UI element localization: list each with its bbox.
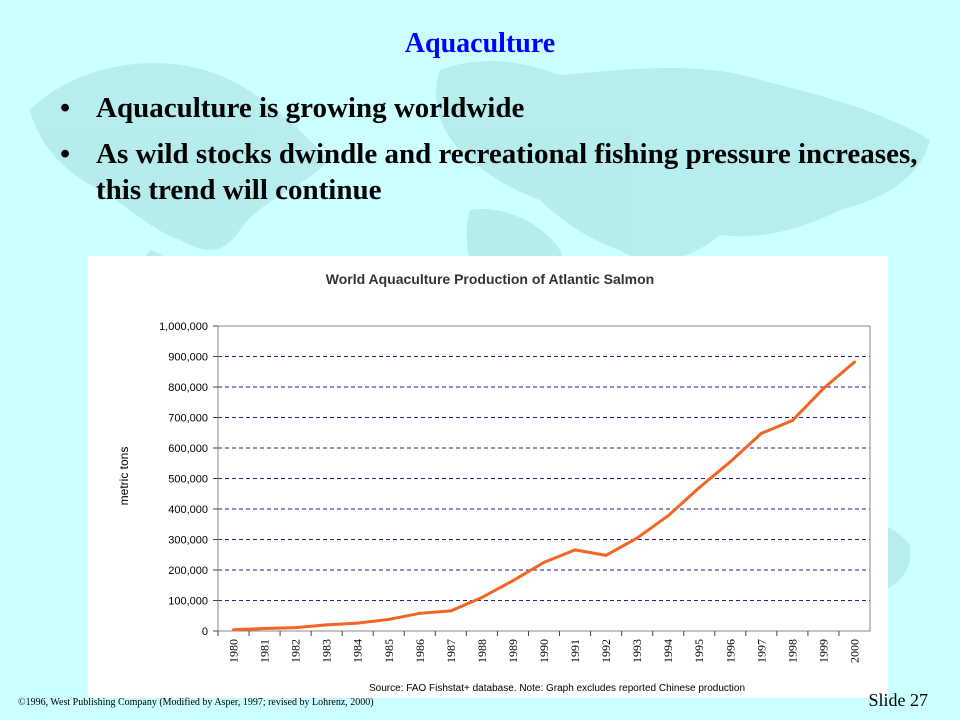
x-tick-label: 1998 — [785, 639, 799, 663]
bullet-text: Aquaculture is growing worldwide — [96, 92, 525, 124]
data-point — [480, 595, 484, 599]
y-axis-label: metric tons — [117, 447, 131, 506]
bullet-item: • Aquaculture is growing worldwide — [60, 90, 920, 126]
data-point — [666, 514, 670, 518]
x-tick-label: 1990 — [537, 639, 551, 663]
data-point — [325, 623, 329, 627]
bullet-list: • Aquaculture is growing worldwide • As wi… — [60, 90, 920, 218]
data-point — [728, 460, 732, 464]
data-point — [356, 621, 360, 625]
x-tick-label: 1985 — [382, 639, 396, 663]
x-tick-label: 1994 — [661, 639, 675, 663]
line-chart: World Aquaculture Production of Atlantic… — [117, 271, 871, 694]
data-point — [790, 419, 794, 423]
x-tick-label: 1987 — [444, 639, 458, 663]
bullet-item: • As wild stocks dwindle and recreational… — [60, 136, 920, 208]
y-tick-label: 800,000 — [168, 382, 208, 394]
y-tick-label: 400,000 — [168, 504, 208, 516]
data-point — [263, 627, 267, 631]
y-tick-label: 300,000 — [168, 535, 208, 547]
x-tick-label: 1995 — [692, 639, 706, 663]
x-tick-label: 1988 — [475, 639, 489, 663]
data-point — [232, 628, 236, 632]
y-tick-label: 0 — [202, 626, 208, 638]
x-tick-label: 1993 — [630, 639, 644, 663]
y-tick-label: 200,000 — [168, 565, 208, 577]
data-point — [294, 626, 298, 630]
x-tick-label: 1983 — [320, 639, 334, 663]
x-tick-label: 1981 — [258, 639, 272, 663]
x-tick-label: 1980 — [227, 639, 241, 663]
data-point — [604, 553, 608, 557]
bullet-dot-icon: • — [60, 92, 71, 124]
data-point — [759, 431, 763, 435]
x-tick-label: 1999 — [816, 639, 830, 663]
chart-title: World Aquaculture Production of Atlantic… — [326, 271, 655, 287]
y-tick-label: 900,000 — [168, 352, 208, 364]
y-tick-label: 100,000 — [168, 596, 208, 608]
data-point — [573, 548, 577, 552]
y-tick-label: 700,000 — [168, 413, 208, 425]
x-tick-label: 1982 — [289, 639, 303, 663]
y-tick-label: 1,000,000 — [159, 321, 208, 333]
copyright-footer: ©1996, West Publishing Company (Modified… — [18, 697, 374, 708]
data-point — [449, 609, 453, 613]
data-point — [418, 611, 422, 615]
data-point — [852, 360, 856, 364]
data-point — [387, 617, 391, 621]
data-point — [697, 486, 701, 490]
x-tick-label: 1992 — [599, 639, 613, 663]
chart-panel: World Aquaculture Production of Atlantic… — [88, 256, 888, 698]
data-point — [511, 579, 515, 583]
slide-number: Slide 27 — [868, 690, 928, 710]
y-tick-label: 500,000 — [168, 474, 208, 486]
source-note: Source: FAO Fishstat+ database. Note: Gr… — [369, 683, 745, 694]
x-tick-label: 2000 — [847, 639, 861, 663]
bullet-dot-icon: • — [60, 138, 71, 170]
x-tick-label: 1997 — [754, 639, 768, 663]
series-line — [233, 360, 856, 632]
x-tick-label: 1989 — [506, 639, 520, 663]
slide-title: Aquaculture — [404, 28, 556, 59]
data-point — [821, 387, 825, 391]
x-tick-label: 1991 — [568, 639, 582, 663]
y-tick-label: 600,000 — [168, 443, 208, 455]
x-tick-label: 1996 — [723, 639, 737, 663]
data-point — [542, 560, 546, 564]
data-point — [635, 536, 639, 540]
x-tick-label: 1984 — [351, 639, 365, 663]
bullet-text: As wild stocks dwindle and recreational … — [96, 138, 918, 206]
x-tick-label: 1986 — [413, 639, 427, 663]
